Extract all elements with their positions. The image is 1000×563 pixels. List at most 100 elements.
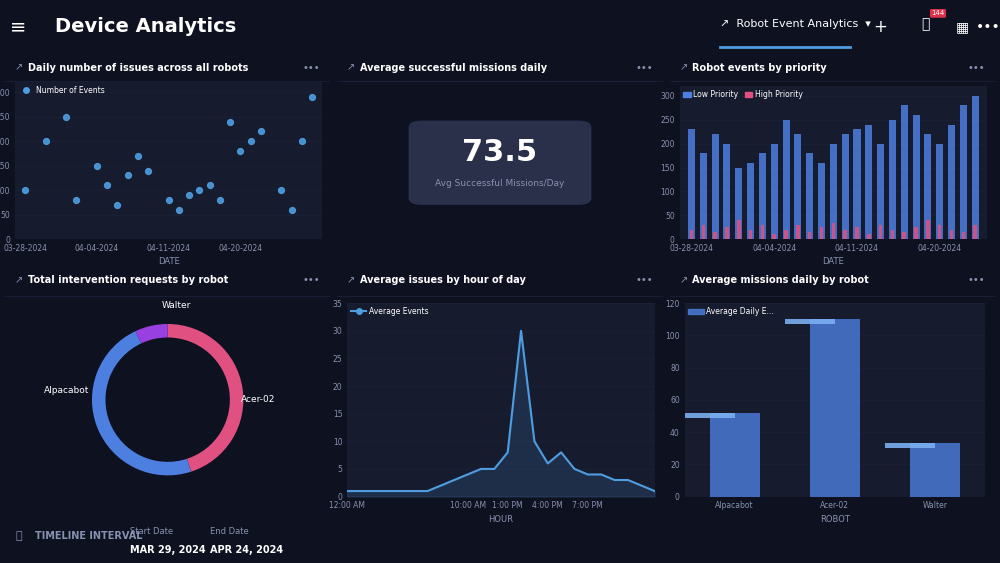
Bar: [794, 134, 801, 239]
Bar: [885, 444, 935, 448]
FancyBboxPatch shape: [409, 120, 591, 205]
Bar: [855, 227, 859, 239]
Text: ↗: ↗: [15, 62, 23, 73]
Bar: [901, 105, 908, 239]
Point: [140, 166, 156, 175]
Bar: [913, 115, 920, 239]
Text: ↗: ↗: [347, 62, 355, 73]
Bar: [806, 153, 813, 239]
Text: Alpacabot: Alpacabot: [44, 386, 89, 395]
Point: [191, 186, 207, 195]
Point: [17, 186, 33, 195]
Point: [222, 117, 238, 126]
Text: ↗: ↗: [679, 275, 688, 285]
Bar: [820, 227, 823, 239]
Bar: [713, 232, 717, 239]
Bar: [924, 134, 931, 239]
Text: ≡: ≡: [10, 17, 26, 36]
Bar: [879, 225, 882, 239]
X-axis label: DATE: DATE: [158, 257, 180, 266]
Point: [130, 151, 146, 160]
Bar: [737, 220, 741, 239]
Text: •••: •••: [635, 62, 653, 73]
Point: [202, 181, 218, 190]
Bar: [830, 144, 837, 239]
Bar: [853, 129, 861, 239]
Bar: [685, 413, 735, 418]
Text: Robot events by priority: Robot events by priority: [692, 62, 827, 73]
Text: •••: •••: [303, 275, 321, 285]
Text: •••: •••: [968, 275, 985, 285]
X-axis label: ROBOT: ROBOT: [820, 515, 850, 524]
Bar: [772, 235, 776, 239]
Text: 144: 144: [931, 10, 945, 16]
Point: [171, 205, 187, 215]
Bar: [936, 144, 943, 239]
Point: [304, 92, 320, 101]
Bar: [973, 225, 977, 239]
Point: [284, 205, 300, 215]
Bar: [950, 230, 953, 239]
Text: MAR 29, 2024: MAR 29, 2024: [130, 546, 206, 555]
Text: ▦: ▦: [955, 20, 969, 34]
Wedge shape: [168, 324, 243, 472]
Bar: [810, 319, 860, 497]
Bar: [808, 232, 811, 239]
Text: Average issues by hour of day: Average issues by hour of day: [360, 275, 526, 285]
Text: Device Analytics: Device Analytics: [55, 17, 236, 36]
Bar: [702, 225, 705, 239]
Text: +: +: [873, 18, 887, 35]
Text: •••: •••: [968, 62, 985, 73]
Text: End Date: End Date: [210, 527, 249, 536]
Bar: [761, 225, 764, 239]
Point: [99, 181, 115, 190]
Text: 🔔: 🔔: [921, 17, 929, 31]
Bar: [735, 168, 742, 239]
Wedge shape: [135, 324, 168, 343]
Text: Acer-02: Acer-02: [241, 395, 275, 404]
Bar: [902, 232, 906, 239]
Text: ⏱: ⏱: [15, 530, 22, 540]
Point: [243, 137, 259, 146]
Text: APR 24, 2024: APR 24, 2024: [210, 546, 283, 555]
Bar: [688, 129, 695, 239]
Bar: [972, 96, 979, 239]
Bar: [962, 232, 965, 239]
Text: Total intervention requests by robot: Total intervention requests by robot: [28, 275, 228, 285]
Bar: [785, 319, 835, 324]
Point: [181, 191, 197, 200]
Text: Avg Successful Missions/Day: Avg Successful Missions/Day: [435, 179, 565, 188]
Text: Start Date: Start Date: [130, 527, 173, 536]
Text: •••: •••: [303, 62, 321, 73]
Legend: Average Daily E...: Average Daily E...: [688, 307, 774, 316]
Legend: Number of Events: Number of Events: [19, 86, 105, 95]
Bar: [843, 230, 847, 239]
Bar: [842, 134, 849, 239]
Bar: [747, 163, 754, 239]
Bar: [926, 220, 930, 239]
Bar: [710, 413, 760, 497]
Text: Average successful missions daily: Average successful missions daily: [360, 62, 547, 73]
Text: Daily number of issues across all robots: Daily number of issues across all robots: [28, 62, 248, 73]
Point: [232, 146, 248, 155]
Point: [161, 195, 177, 204]
Text: •••: •••: [976, 20, 1000, 34]
Point: [68, 195, 84, 204]
Bar: [700, 153, 707, 239]
Bar: [818, 163, 825, 239]
Point: [109, 200, 125, 209]
Bar: [891, 230, 894, 239]
Point: [120, 171, 136, 180]
Bar: [910, 444, 960, 497]
X-axis label: DATE: DATE: [822, 257, 844, 266]
Bar: [749, 230, 752, 239]
Bar: [759, 153, 766, 239]
Bar: [877, 144, 884, 239]
Bar: [938, 225, 941, 239]
Bar: [783, 120, 790, 239]
Bar: [867, 235, 871, 239]
Point: [253, 127, 269, 136]
Bar: [784, 230, 788, 239]
Bar: [723, 144, 730, 239]
Bar: [771, 144, 778, 239]
